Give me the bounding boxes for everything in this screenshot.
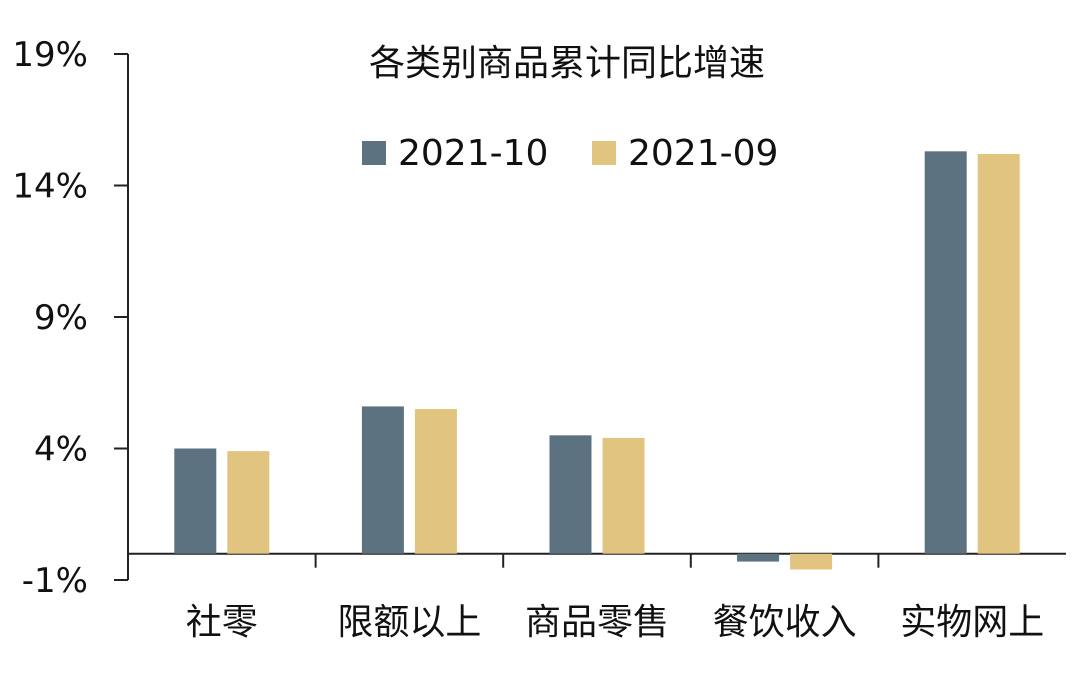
x-axis: 社零 限额以上 商品零售 餐饮收入 实物网上: [128, 552, 1066, 643]
bars: [174, 151, 1020, 570]
bar-2021-10-限额以上: [361, 406, 404, 554]
bar-2021-09-社零: [227, 451, 270, 554]
y-tick-label: -1%: [22, 561, 88, 601]
bar-2021-10-社零: [174, 448, 217, 554]
chart-title: 各类别商品累计同比增速: [369, 43, 765, 84]
bar-2021-10-餐饮收入: [737, 553, 780, 562]
bar-2021-09-限额以上: [414, 409, 457, 554]
legend-label: 2021-09: [628, 133, 778, 174]
y-axis: -1% 4% 9% 14% 19%: [12, 35, 129, 601]
y-tick-label: 4%: [34, 430, 88, 470]
legend-swatch: [592, 141, 616, 165]
bar-2021-10-实物网上: [924, 151, 967, 554]
legend: 2021-10 2021-09: [362, 133, 778, 174]
x-category-label: 实物网上: [900, 602, 1044, 643]
y-tick-label: 14%: [12, 167, 88, 207]
x-category-label: 商品零售: [525, 602, 669, 643]
x-category-label: 限额以上: [337, 602, 481, 643]
bar-2021-09-实物网上: [977, 153, 1020, 554]
legend-swatch: [362, 141, 386, 165]
y-tick-label: 19%: [12, 35, 88, 75]
bar-2021-10-商品零售: [549, 435, 592, 554]
x-category-label: 餐饮收入: [713, 602, 857, 643]
x-category-label: 社零: [186, 602, 258, 643]
y-tick-label: 9%: [34, 298, 88, 338]
bar-2021-09-商品零售: [602, 437, 645, 554]
legend-label: 2021-10: [398, 133, 548, 174]
bar-2021-09-餐饮收入: [790, 553, 833, 570]
